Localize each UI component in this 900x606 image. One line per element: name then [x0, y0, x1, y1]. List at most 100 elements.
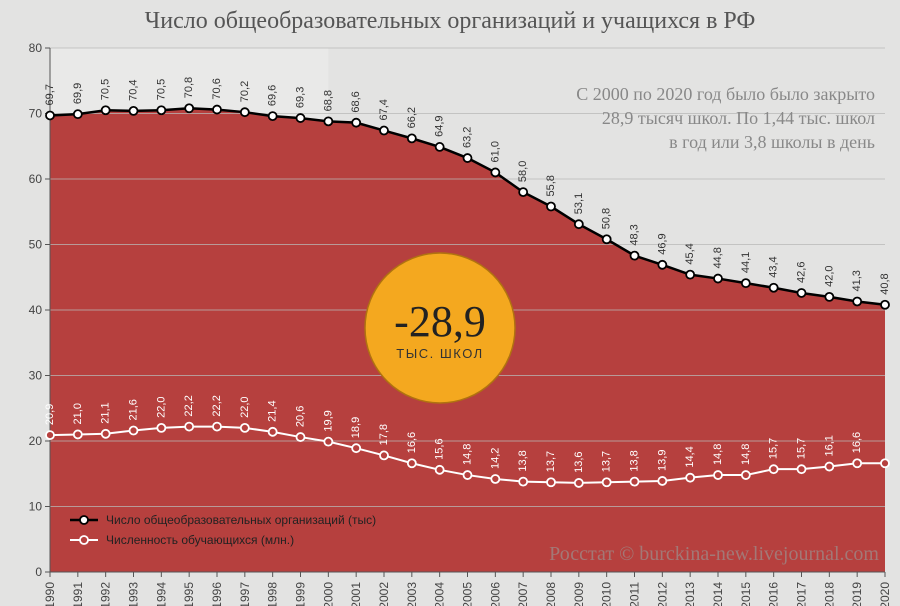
svg-text:70,5: 70,5 — [100, 79, 112, 100]
svg-text:19,9: 19,9 — [322, 410, 334, 431]
svg-text:1990: 1990 — [43, 582, 57, 606]
svg-text:2017: 2017 — [795, 582, 809, 606]
svg-text:61,0: 61,0 — [489, 141, 501, 162]
svg-text:40,8: 40,8 — [879, 273, 891, 294]
svg-text:13,8: 13,8 — [629, 450, 641, 471]
svg-text:16,6: 16,6 — [851, 432, 863, 453]
svg-text:20,6: 20,6 — [295, 406, 307, 427]
svg-text:22,0: 22,0 — [155, 396, 167, 417]
svg-text:14,4: 14,4 — [684, 446, 696, 467]
svg-text:22,2: 22,2 — [183, 395, 195, 416]
svg-text:44,1: 44,1 — [740, 252, 752, 273]
svg-text:43,4: 43,4 — [768, 256, 780, 277]
svg-text:70,8: 70,8 — [183, 77, 195, 98]
svg-text:50,8: 50,8 — [601, 208, 613, 229]
svg-text:14,8: 14,8 — [740, 444, 752, 465]
svg-text:1996: 1996 — [210, 582, 224, 606]
svg-text:2011: 2011 — [628, 582, 642, 606]
svg-text:2015: 2015 — [739, 582, 753, 606]
svg-text:2006: 2006 — [488, 582, 502, 606]
svg-text:ТЫС. ШКОЛ: ТЫС. ШКОЛ — [396, 346, 483, 361]
svg-text:69,3: 69,3 — [295, 87, 307, 108]
svg-text:66,2: 66,2 — [406, 107, 418, 128]
svg-text:70,2: 70,2 — [239, 81, 251, 102]
svg-text:53,1: 53,1 — [573, 193, 585, 214]
svg-text:1995: 1995 — [182, 582, 196, 606]
svg-text:1994: 1994 — [154, 582, 168, 606]
svg-text:15,7: 15,7 — [796, 438, 808, 459]
svg-text:21,4: 21,4 — [267, 400, 279, 421]
svg-text:70,6: 70,6 — [211, 78, 223, 99]
svg-text:1997: 1997 — [238, 582, 252, 606]
svg-text:Численность обучающихся (млн.): Численность обучающихся (млн.) — [106, 533, 294, 547]
svg-text:1993: 1993 — [127, 582, 141, 606]
svg-text:13,8: 13,8 — [517, 450, 529, 471]
svg-text:2004: 2004 — [433, 582, 447, 606]
svg-text:2019: 2019 — [850, 582, 864, 606]
svg-text:2020: 2020 — [878, 582, 892, 606]
svg-text:1992: 1992 — [99, 582, 113, 606]
svg-text:2008: 2008 — [544, 582, 558, 606]
svg-text:в год или 3,8 школы в день: в год или 3,8 школы в день — [669, 132, 875, 152]
svg-text:41,3: 41,3 — [851, 270, 863, 291]
svg-text:21,1: 21,1 — [100, 402, 112, 423]
svg-text:15,7: 15,7 — [768, 438, 780, 459]
svg-text:22,0: 22,0 — [239, 396, 251, 417]
svg-text:2009: 2009 — [572, 582, 586, 606]
svg-text:70: 70 — [29, 107, 43, 121]
svg-text:30: 30 — [29, 369, 43, 383]
svg-text:С 2000 по 2020 год было было з: С 2000 по 2020 год было было закрыто — [576, 84, 875, 104]
svg-text:14,8: 14,8 — [462, 444, 474, 465]
svg-text:0: 0 — [35, 565, 42, 579]
svg-text:44,8: 44,8 — [712, 247, 724, 268]
svg-text:42,0: 42,0 — [823, 265, 835, 286]
svg-text:16,1: 16,1 — [823, 435, 835, 456]
svg-text:20,9: 20,9 — [44, 404, 56, 425]
svg-text:63,2: 63,2 — [462, 127, 474, 148]
svg-text:2018: 2018 — [822, 582, 836, 606]
svg-text:2012: 2012 — [655, 582, 669, 606]
svg-text:13,7: 13,7 — [545, 451, 557, 472]
chart-svg: 01020304050607080Число общеобразовательн… — [0, 0, 900, 606]
svg-text:40: 40 — [29, 303, 43, 317]
svg-text:13,6: 13,6 — [573, 451, 585, 472]
svg-text:60: 60 — [29, 172, 43, 186]
svg-text:69,7: 69,7 — [44, 84, 56, 105]
svg-text:70,4: 70,4 — [128, 79, 140, 100]
svg-text:-28,9: -28,9 — [394, 297, 486, 346]
svg-text:13,9: 13,9 — [656, 450, 668, 471]
svg-text:Число общеобразовательных орга: Число общеобразовательных организаций и … — [145, 8, 756, 34]
svg-text:2003: 2003 — [405, 582, 419, 606]
svg-text:15,6: 15,6 — [434, 438, 446, 459]
svg-text:70,5: 70,5 — [155, 79, 167, 100]
svg-text:2000: 2000 — [321, 582, 335, 606]
svg-text:2002: 2002 — [377, 582, 391, 606]
svg-text:14,2: 14,2 — [489, 448, 501, 469]
svg-text:69,6: 69,6 — [267, 85, 279, 106]
svg-text:2001: 2001 — [349, 582, 363, 606]
svg-text:1998: 1998 — [266, 582, 280, 606]
svg-text:45,4: 45,4 — [684, 243, 696, 264]
svg-text:2007: 2007 — [516, 582, 530, 606]
svg-text:Число общеобразовательных орга: Число общеобразовательных организаций (т… — [106, 513, 376, 527]
svg-text:42,6: 42,6 — [796, 262, 808, 283]
svg-text:48,3: 48,3 — [629, 224, 641, 245]
svg-text:2013: 2013 — [683, 582, 697, 606]
svg-text:Росстат © burckina-new.livejou: Росстат © burckina-new.livejournal.com — [549, 543, 879, 565]
svg-text:10: 10 — [29, 500, 43, 514]
svg-text:55,8: 55,8 — [545, 175, 557, 196]
svg-text:28,9 тысяч школ. По 1,44 тыс.: 28,9 тысяч школ. По 1,44 тыс. школ — [602, 108, 875, 128]
svg-text:16,6: 16,6 — [406, 432, 418, 453]
svg-text:18,9: 18,9 — [350, 417, 362, 438]
svg-text:2016: 2016 — [767, 582, 781, 606]
svg-text:14,8: 14,8 — [712, 444, 724, 465]
svg-text:80: 80 — [29, 41, 43, 55]
svg-text:1991: 1991 — [71, 582, 85, 606]
svg-text:58,0: 58,0 — [517, 161, 529, 182]
chart-container: 01020304050607080Число общеобразовательн… — [0, 0, 900, 606]
svg-text:2010: 2010 — [600, 582, 614, 606]
svg-text:2005: 2005 — [461, 582, 475, 606]
svg-text:46,9: 46,9 — [656, 233, 668, 254]
svg-text:1999: 1999 — [294, 582, 308, 606]
svg-text:69,9: 69,9 — [72, 83, 84, 104]
